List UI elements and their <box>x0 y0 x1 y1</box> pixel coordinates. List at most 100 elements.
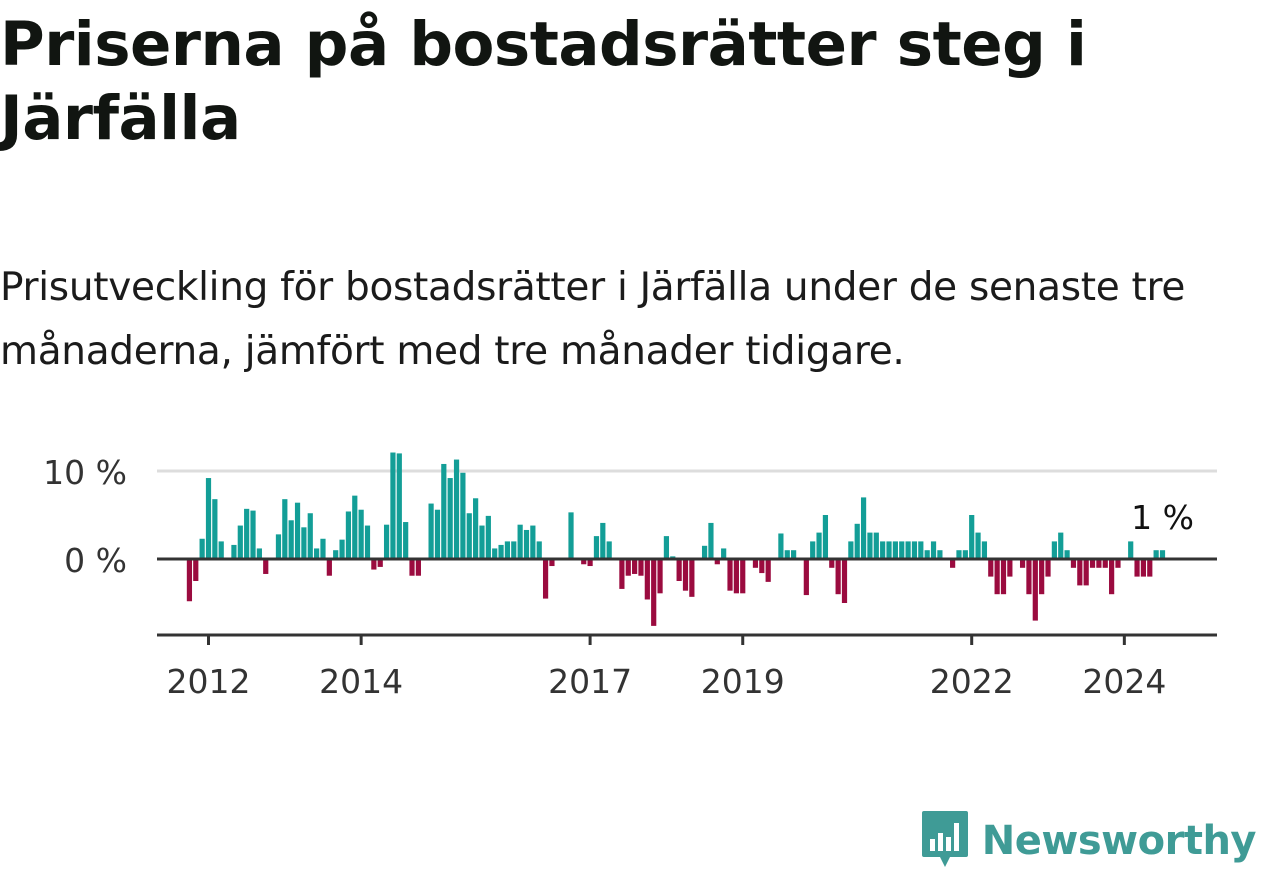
bar <box>275 534 282 559</box>
bar <box>1089 559 1096 568</box>
bar <box>453 459 460 559</box>
bar <box>937 550 943 559</box>
bar <box>542 559 549 599</box>
x-tick-label: 2022 <box>930 662 1014 701</box>
bar <box>816 532 822 559</box>
bar <box>1102 559 1108 568</box>
bar <box>740 559 746 594</box>
bar <box>981 541 988 559</box>
bar <box>829 559 835 568</box>
bar <box>600 522 606 559</box>
bar <box>536 541 542 559</box>
bar <box>962 550 968 559</box>
bar <box>301 527 307 559</box>
bar <box>345 511 352 559</box>
bar <box>390 452 396 559</box>
bar <box>644 559 650 600</box>
bar <box>1153 550 1159 559</box>
brand-logo: Newsworthy <box>920 809 1257 873</box>
bar <box>415 559 421 576</box>
chart-subtitle: Prisutveckling för bostadsrätter i Järfä… <box>0 265 1186 374</box>
bar <box>523 529 530 559</box>
bar <box>186 559 193 602</box>
bar <box>1070 559 1077 568</box>
bar <box>1000 559 1007 595</box>
bar <box>860 497 867 559</box>
bar <box>244 508 250 559</box>
x-tick-label: 2014 <box>319 662 403 701</box>
bar <box>383 524 390 559</box>
bar <box>237 525 243 559</box>
bar <box>339 539 345 559</box>
bar <box>1147 559 1153 577</box>
bar <box>263 559 269 574</box>
bar <box>466 513 472 559</box>
bar <box>676 559 682 581</box>
bar <box>765 559 771 582</box>
y-axis-ticks: 0 % 10 % <box>43 453 127 580</box>
bar <box>460 472 466 559</box>
x-tick-label: 2017 <box>548 662 632 701</box>
brand-name: Newsworthy <box>981 818 1257 864</box>
bar <box>911 541 918 559</box>
bar <box>250 510 256 559</box>
newsworthy-logo-icon <box>920 809 970 873</box>
bar <box>988 559 994 577</box>
bar <box>587 559 593 567</box>
bar <box>956 550 962 559</box>
bar <box>511 541 517 559</box>
bar <box>651 559 657 626</box>
bar <box>371 559 377 570</box>
bar <box>848 541 854 559</box>
x-tick-label: 2024 <box>1082 662 1166 701</box>
x-tick-label: 2012 <box>167 662 251 701</box>
bar <box>1026 559 1032 595</box>
bar <box>549 559 555 567</box>
y-tick-label: 10 % <box>43 453 127 492</box>
bar <box>218 541 224 559</box>
bar <box>333 550 339 559</box>
bar <box>905 541 911 559</box>
bar <box>752 559 759 568</box>
bar <box>314 548 320 559</box>
bar <box>841 559 848 603</box>
bar <box>1128 541 1134 559</box>
last-value-label: 1 % <box>1131 498 1194 537</box>
bar <box>193 559 199 581</box>
bar <box>205 478 212 559</box>
bar <box>606 541 612 559</box>
bar <box>479 525 485 559</box>
bar <box>1115 559 1121 568</box>
bar <box>867 532 873 559</box>
bar <box>352 495 358 559</box>
x-tick-label: 2019 <box>701 662 785 701</box>
bar <box>307 513 313 559</box>
value-annotation: 1 % <box>1131 498 1194 537</box>
bar <box>803 559 809 596</box>
bar <box>504 541 511 559</box>
bar <box>784 550 790 559</box>
bar <box>473 498 479 559</box>
bar <box>892 541 898 559</box>
bar <box>975 532 981 559</box>
bar <box>485 515 491 559</box>
bar <box>778 533 784 559</box>
bar <box>256 548 262 559</box>
bar <box>364 525 371 559</box>
bar <box>689 559 695 597</box>
bar <box>447 478 453 559</box>
bar <box>918 541 924 559</box>
bar <box>403 522 409 559</box>
bar <box>288 520 294 559</box>
bar <box>1083 559 1089 586</box>
bar <box>492 548 498 559</box>
bar <box>638 559 644 576</box>
bar <box>1140 559 1147 577</box>
bar <box>625 559 631 576</box>
bar-series <box>157 452 1217 626</box>
bar <box>1134 559 1140 577</box>
bar <box>682 559 689 591</box>
bar <box>619 559 625 589</box>
bar <box>498 544 504 559</box>
bar <box>1039 559 1045 595</box>
